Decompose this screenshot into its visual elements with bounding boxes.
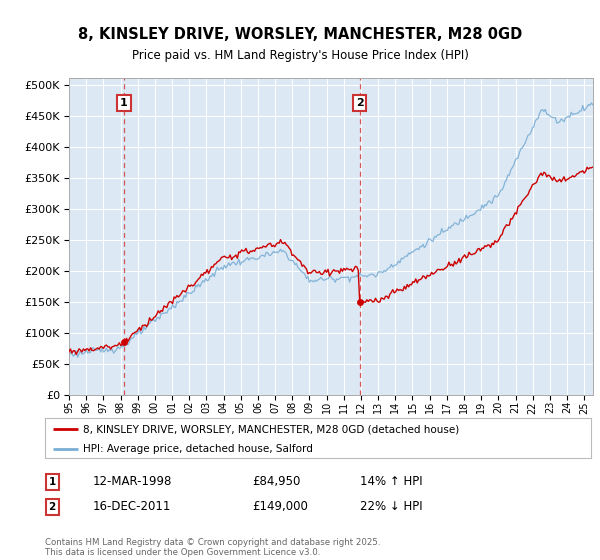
Text: Price paid vs. HM Land Registry's House Price Index (HPI): Price paid vs. HM Land Registry's House … [131,49,469,63]
Text: 1: 1 [49,477,56,487]
Text: 8, KINSLEY DRIVE, WORSLEY, MANCHESTER, M28 0GD (detached house): 8, KINSLEY DRIVE, WORSLEY, MANCHESTER, M… [83,424,460,434]
Text: 2: 2 [356,98,364,108]
Text: £149,000: £149,000 [252,500,308,514]
Text: 14% ↑ HPI: 14% ↑ HPI [360,475,422,488]
Text: 1: 1 [120,98,128,108]
Text: 2: 2 [49,502,56,512]
Text: 16-DEC-2011: 16-DEC-2011 [93,500,172,514]
Text: 22% ↓ HPI: 22% ↓ HPI [360,500,422,514]
Text: HPI: Average price, detached house, Salford: HPI: Average price, detached house, Salf… [83,444,313,454]
Text: 8, KINSLEY DRIVE, WORSLEY, MANCHESTER, M28 0GD: 8, KINSLEY DRIVE, WORSLEY, MANCHESTER, M… [78,27,522,42]
Text: Contains HM Land Registry data © Crown copyright and database right 2025.
This d: Contains HM Land Registry data © Crown c… [45,538,380,557]
Text: £84,950: £84,950 [252,475,301,488]
Text: 12-MAR-1998: 12-MAR-1998 [93,475,172,488]
